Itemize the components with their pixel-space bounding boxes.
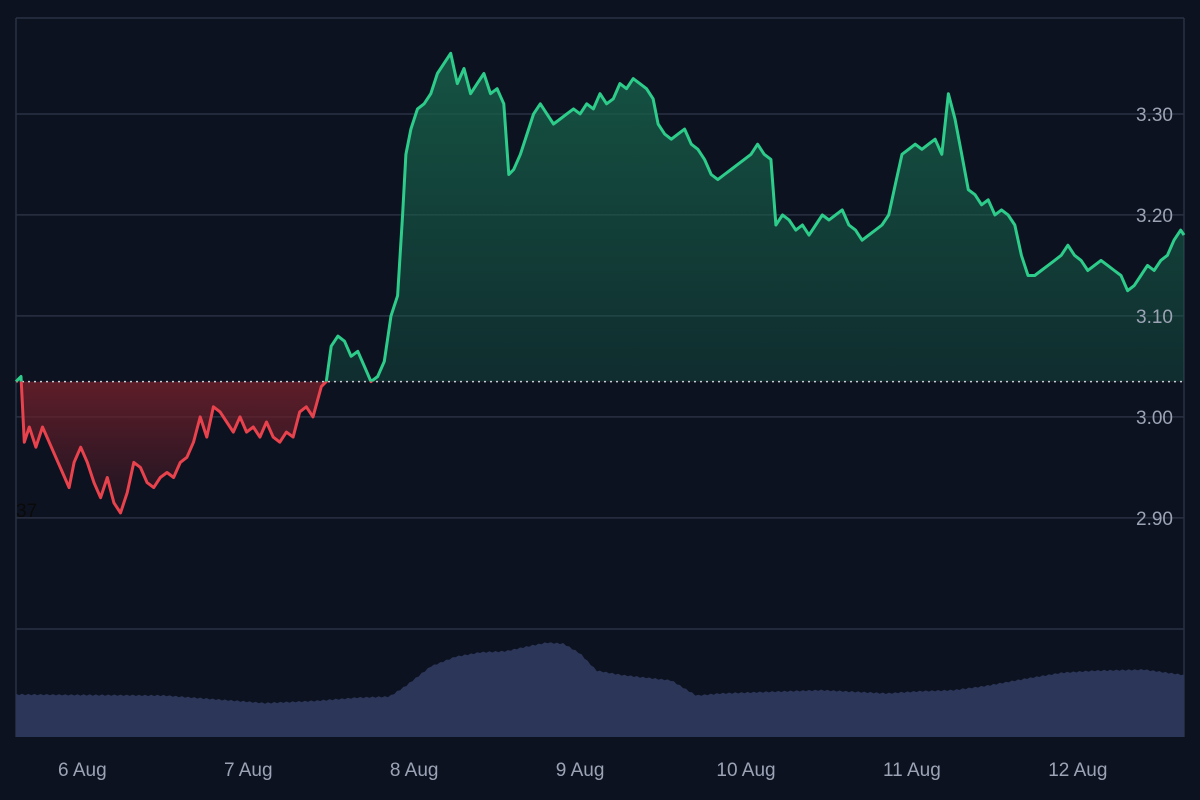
y-tick-label: 3.20 (1136, 206, 1173, 227)
axis-fragment-label: 37 (16, 501, 37, 522)
x-tick-label: 8 Aug (390, 760, 439, 781)
area-above-baseline (16, 53, 1184, 382)
x-tick-label: 11 Aug (883, 760, 941, 781)
x-tick-label: 6 Aug (58, 760, 107, 781)
x-tick-label: 12 Aug (1048, 760, 1107, 781)
x-tick-label: 10 Aug (716, 760, 775, 781)
price-area (16, 53, 1184, 513)
x-axis-ticks: 6 Aug 7 Aug 8 Aug 9 Aug 10 Aug 11 Aug 12 Aug (58, 760, 1107, 781)
y-tick-label: 3.10 (1136, 307, 1173, 328)
x-tick-label: 9 Aug (556, 760, 605, 781)
y-tick-label: 2.90 (1136, 509, 1173, 530)
price-line-up (14, 51, 1186, 382)
volume-area (16, 642, 1184, 737)
price-line-down (15, 381, 374, 515)
y-tick-label: 3.30 (1136, 105, 1173, 126)
x-tick-label: 7 Aug (224, 760, 273, 781)
volume-bars (16, 642, 1184, 737)
price-line (14, 51, 1186, 515)
y-tick-label: 3.00 (1136, 408, 1173, 429)
y-axis-ticks: 3.30 3.20 3.10 3.00 2.90 (1136, 105, 1173, 530)
area-below-baseline (16, 381, 1184, 513)
